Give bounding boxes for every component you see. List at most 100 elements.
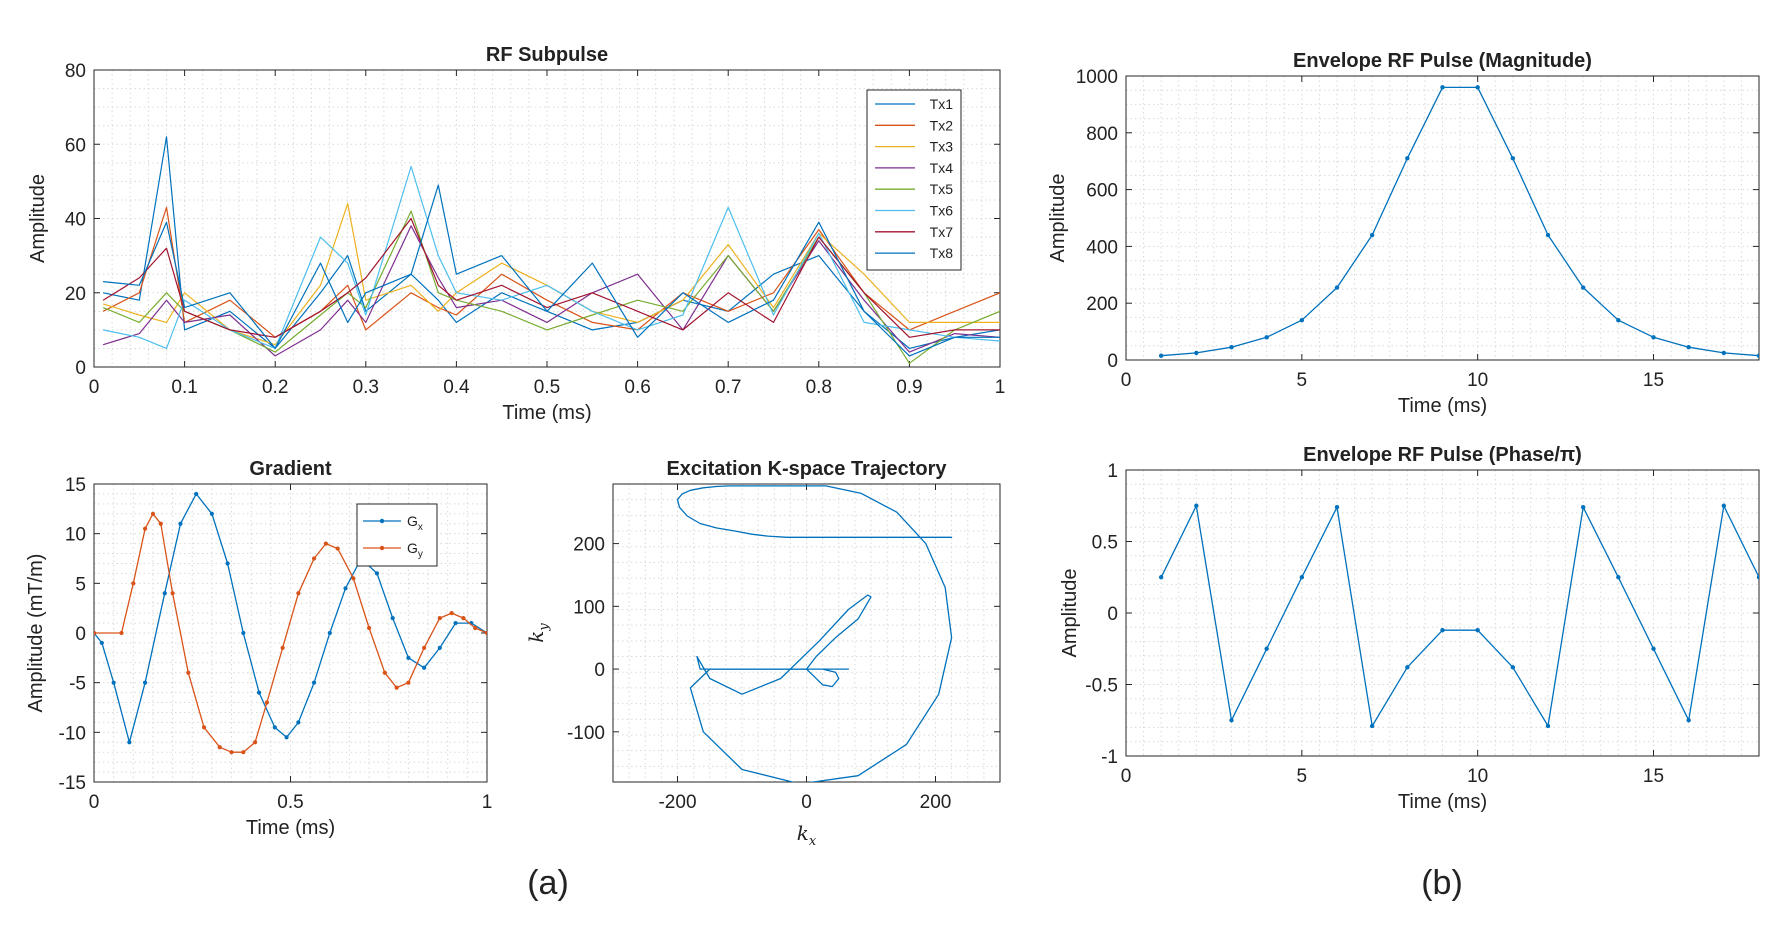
chart-title: Envelope RF Pulse (Phase/π) xyxy=(1303,444,1582,466)
data-point xyxy=(280,645,285,651)
data-point xyxy=(1299,575,1305,580)
data-point xyxy=(1686,718,1691,723)
y-tick-label: -0.5 xyxy=(1085,676,1118,697)
series-2-line xyxy=(676,485,953,782)
x-axis-label: Time (ms) xyxy=(1398,395,1487,417)
y-tick-label: 60 xyxy=(65,135,86,156)
legend-entry-main: G xyxy=(407,540,418,556)
x-axis-label: kx xyxy=(797,821,817,849)
legend-entry-sub: x xyxy=(418,522,423,533)
data-point xyxy=(1580,285,1586,290)
legend-entry-sub: y xyxy=(418,549,423,560)
x-tick-label: 10 xyxy=(1467,370,1488,391)
y-tick-label: 0 xyxy=(75,358,86,379)
series-group xyxy=(676,485,953,782)
y-axis-label: ky xyxy=(524,623,552,643)
data-point xyxy=(1756,575,1759,580)
x-tick-label: 0.5 xyxy=(534,377,560,398)
data-point xyxy=(296,720,301,725)
legend-entry: Tx1 xyxy=(930,96,954,112)
data-point xyxy=(158,521,163,526)
y-tick-label: -1 xyxy=(1101,747,1118,768)
data-point xyxy=(1651,335,1656,340)
legend-entry: Tx8 xyxy=(930,245,954,261)
legend-entry: Tx7 xyxy=(930,224,954,240)
x-tick-label: 0 xyxy=(1121,370,1132,391)
data-point xyxy=(1440,627,1445,633)
data-point xyxy=(1686,345,1691,350)
series-1-line xyxy=(1160,505,1759,727)
data-point xyxy=(1616,318,1621,323)
y-tick-label: 10 xyxy=(65,525,86,546)
y-tick-label: 0 xyxy=(594,660,605,681)
chart-title: Gradient xyxy=(249,458,332,480)
data-point xyxy=(1334,285,1340,290)
data-point xyxy=(1158,353,1164,358)
data-point xyxy=(1194,503,1199,508)
series-group xyxy=(102,136,1000,364)
data-point xyxy=(1369,723,1375,729)
data-point xyxy=(422,645,427,651)
panel-label-a: (a) xyxy=(527,864,569,902)
x-tick-label: 0.7 xyxy=(715,377,741,398)
plot-grad: 0 0.5 1 -15 -10 -5 0 5 10 15 Gradient Time (ms) Ampl… xyxy=(25,458,492,839)
data-point xyxy=(1721,350,1727,356)
legend-entry: Tx6 xyxy=(930,203,954,219)
legend-box xyxy=(356,503,438,567)
plot-rf: 0 0.1 0.2 0.3 0.4 0.5 0.6 0.7 0.8 0.9 1 0 20 40 60 80 RF… xyxy=(27,44,1005,424)
data-point xyxy=(256,690,262,695)
data-point xyxy=(437,645,442,651)
legend-marker xyxy=(379,518,385,524)
x-tick-label: 0 xyxy=(801,792,812,813)
data-point xyxy=(473,625,478,631)
series-tx7-line xyxy=(102,217,1000,338)
legend-entry: Gx xyxy=(407,513,423,533)
data-point xyxy=(1545,723,1551,729)
series-tx1-line xyxy=(102,136,1000,349)
grid-lines xyxy=(94,70,1000,367)
data-point xyxy=(241,630,246,636)
series-tx6-line xyxy=(102,165,1000,349)
x-tick-label: 0.6 xyxy=(624,377,650,398)
data-point xyxy=(1158,575,1164,580)
x-tick-label: 1 xyxy=(995,377,1006,398)
data-point xyxy=(1194,350,1199,356)
data-point xyxy=(1334,504,1340,510)
y-tick-label: 0 xyxy=(75,624,86,645)
series-group xyxy=(1158,85,1759,358)
y-tick-label: 800 xyxy=(1086,124,1118,145)
data-point xyxy=(374,571,380,576)
x-axis-label: Time (ms) xyxy=(246,817,335,839)
data-point xyxy=(1580,504,1586,510)
data-point xyxy=(1229,718,1234,723)
y-tick-label: 20 xyxy=(65,284,86,305)
y-tick-label: -100 xyxy=(567,723,605,744)
data-point xyxy=(1475,627,1480,633)
data-point xyxy=(111,680,116,685)
data-point xyxy=(453,620,458,626)
chart-title: Excitation K-space Trajectory xyxy=(666,458,947,480)
y-tick-label: 1 xyxy=(1107,461,1118,482)
data-point xyxy=(343,586,348,591)
data-point xyxy=(1299,318,1305,323)
data-point xyxy=(253,740,258,745)
data-point xyxy=(94,630,97,636)
y-tick-label: 40 xyxy=(65,210,86,231)
chart-title: RF Subpulse xyxy=(486,44,608,66)
y-tick-label: 100 xyxy=(573,597,605,618)
data-point xyxy=(119,630,124,636)
legend-entry-main: G xyxy=(407,513,418,529)
data-point xyxy=(264,700,270,705)
x-tick-label: 15 xyxy=(1643,370,1664,391)
data-point xyxy=(217,745,222,750)
x-tick-label: 15 xyxy=(1643,766,1664,787)
legend-entry: Tx5 xyxy=(930,181,954,197)
data-point xyxy=(323,541,328,546)
plot-phase: 0 5 10 15 -1 -0.5 0 0.5 1 Envelope RF Pulse (Phas… xyxy=(1059,444,1760,813)
data-point xyxy=(194,491,199,497)
data-point xyxy=(229,750,234,755)
data-point xyxy=(162,591,167,596)
data-point xyxy=(406,655,411,660)
legend: Tx1 Tx2 Tx3 Tx4 Tx5 Tx6 Tx7 Tx8 xyxy=(866,89,962,271)
series-tx3-line xyxy=(102,203,1000,346)
